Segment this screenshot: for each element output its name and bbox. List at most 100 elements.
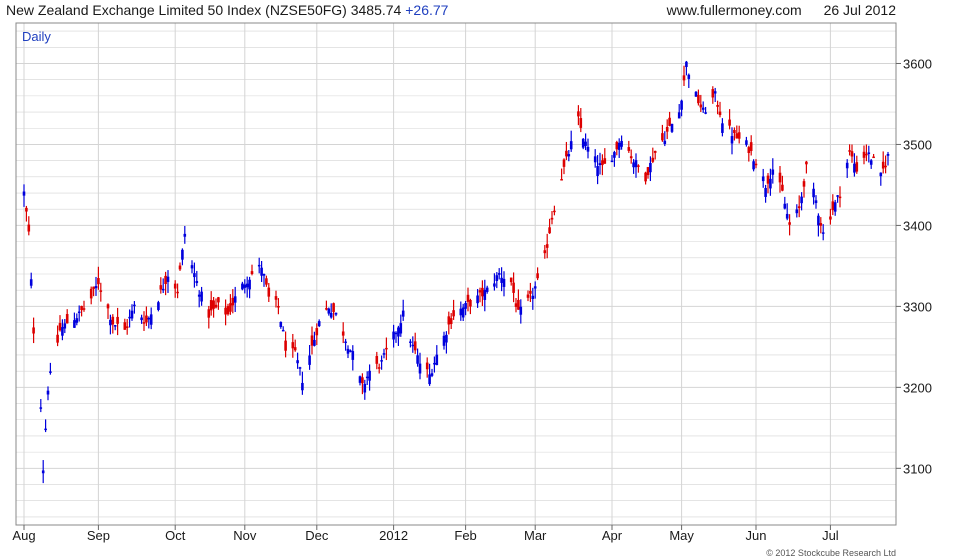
price-bar — [130, 304, 134, 321]
price-bar — [778, 166, 782, 193]
price-bar — [812, 182, 815, 205]
price-bar — [701, 101, 705, 113]
price-bar — [250, 264, 254, 276]
price-bar — [248, 276, 251, 299]
price-bar — [805, 160, 808, 174]
price-bar — [584, 133, 587, 151]
price-bar — [142, 311, 146, 331]
price-bar — [418, 352, 422, 380]
price-bar — [413, 332, 417, 354]
price-bar — [797, 195, 801, 218]
price-bar — [82, 300, 86, 312]
price-bar — [380, 355, 383, 370]
price-bar — [313, 331, 316, 347]
price-bar — [183, 225, 187, 244]
price-bar — [819, 217, 823, 234]
price-bar — [317, 319, 321, 328]
price-bar — [752, 159, 755, 172]
price-bar — [207, 305, 211, 329]
price-bar — [452, 299, 455, 320]
price-bar — [89, 286, 93, 305]
price-bar — [111, 314, 115, 334]
price-bar — [341, 322, 345, 344]
price-bar — [80, 305, 83, 317]
y-tick-label: 3300 — [903, 299, 932, 314]
price-bar — [77, 305, 81, 322]
price-bars — [22, 60, 890, 484]
price-bar — [562, 158, 566, 175]
price-bar — [217, 296, 220, 310]
price-bar — [687, 73, 691, 88]
price-bar — [166, 270, 170, 293]
price-bar — [764, 184, 767, 203]
grid-lines — [16, 23, 896, 525]
price-bar — [461, 303, 465, 322]
x-tick-label: Oct — [165, 528, 186, 543]
price-bar — [579, 108, 583, 133]
price-bar — [517, 289, 520, 310]
price-bar — [886, 151, 890, 166]
price-bar — [560, 168, 563, 181]
price-bar — [310, 326, 314, 355]
price-bar — [553, 205, 556, 216]
price-bar — [265, 275, 268, 287]
price-bar — [598, 152, 602, 175]
price-bar — [433, 356, 436, 373]
price-bar — [140, 314, 143, 324]
price-bar — [699, 94, 703, 112]
price-bar — [749, 135, 753, 156]
price-bar — [257, 257, 261, 274]
price-bar — [25, 205, 28, 222]
y-tick-label: 3200 — [903, 380, 932, 395]
price-bar — [785, 203, 789, 221]
price-bar — [836, 194, 839, 203]
price-bar — [416, 348, 419, 367]
price-bar — [296, 352, 299, 369]
price-bar — [27, 216, 31, 236]
price-bar — [478, 287, 482, 303]
price-bar — [459, 301, 463, 321]
price-bar — [884, 155, 887, 174]
price-bar — [409, 339, 412, 348]
price-bar — [800, 192, 803, 211]
price-bar — [298, 366, 302, 376]
y-tick-label: 3500 — [903, 137, 932, 152]
price-bar — [435, 345, 439, 366]
price-bar — [279, 321, 283, 329]
price-bar — [682, 65, 686, 86]
price-bar — [329, 303, 333, 319]
price-bar — [577, 105, 580, 126]
price-bar — [94, 276, 98, 296]
price-bar — [229, 294, 232, 315]
price-bar — [113, 324, 117, 331]
price-bar — [831, 194, 835, 216]
price-bar — [704, 106, 707, 115]
price-bar — [214, 298, 218, 309]
price-bar — [245, 276, 249, 298]
price-bar — [646, 166, 650, 179]
price-bar — [754, 159, 758, 169]
price-bar — [733, 127, 736, 141]
price-bar — [469, 298, 472, 315]
instrument-name: New Zealand Exchange Limited 50 Index (N… — [6, 2, 347, 18]
x-tick-label: Mar — [524, 528, 547, 543]
price-bar — [543, 245, 547, 259]
price-bar — [260, 261, 263, 282]
price-bar — [195, 270, 199, 287]
price-bar — [231, 289, 235, 314]
copyright-notice: © 2012 Stockcube Research Ltd — [766, 548, 896, 558]
y-tick-label: 3600 — [903, 56, 932, 71]
price-bar — [593, 149, 597, 168]
price-bar — [781, 175, 784, 192]
price-bar — [512, 272, 515, 303]
price-bar — [382, 348, 386, 359]
price-bar — [569, 130, 573, 152]
price-bar — [502, 271, 506, 297]
price-bar — [445, 331, 448, 354]
price-bar — [224, 299, 227, 326]
price-bar — [226, 303, 230, 316]
price-bar — [627, 140, 631, 153]
price-bar — [670, 123, 674, 134]
price-bar — [61, 319, 64, 341]
x-tick-label: Aug — [12, 528, 35, 543]
